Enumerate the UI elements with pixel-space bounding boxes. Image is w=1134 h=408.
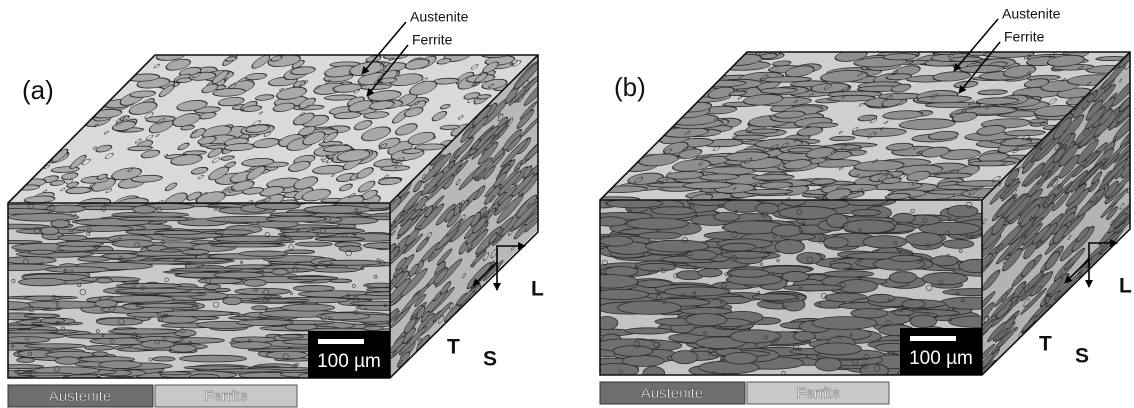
figure: (a)AusteniteFerrite100 µmLTSAusteniteFer… bbox=[0, 0, 1134, 408]
annotation: Austenite bbox=[410, 9, 469, 25]
legend-label: Austenite bbox=[49, 388, 112, 405]
annotation: Ferrite bbox=[412, 32, 453, 48]
panel-label: (a) bbox=[22, 75, 54, 105]
scale-bar bbox=[910, 336, 956, 341]
scale-bar bbox=[318, 339, 364, 344]
panel-label: (b) bbox=[614, 72, 646, 102]
legend-label: Ferrite bbox=[204, 388, 247, 405]
direction-label: T bbox=[1039, 333, 1052, 356]
legend-label: Ferrite bbox=[796, 385, 839, 402]
direction-label: S bbox=[483, 348, 497, 371]
panel: (b) Austenite Ferrite 100 µm L TS Austenite Fer… bbox=[571, 6, 1134, 404]
panel: (a) Austenite Ferrite 100 µm L TS Austenite Fer… bbox=[0, 9, 551, 407]
direction-label: L bbox=[1119, 275, 1132, 298]
scale-bar-label: 100 µm bbox=[317, 351, 381, 372]
legend-label: Austenite bbox=[641, 385, 704, 402]
direction-label: T bbox=[447, 336, 460, 359]
direction-label: S bbox=[1075, 345, 1089, 368]
annotation: Ferrite bbox=[1004, 29, 1045, 45]
direction-label: L bbox=[531, 278, 544, 301]
scale-bar-label: 100 µm bbox=[909, 348, 973, 369]
annotation: Austenite bbox=[1002, 6, 1061, 22]
